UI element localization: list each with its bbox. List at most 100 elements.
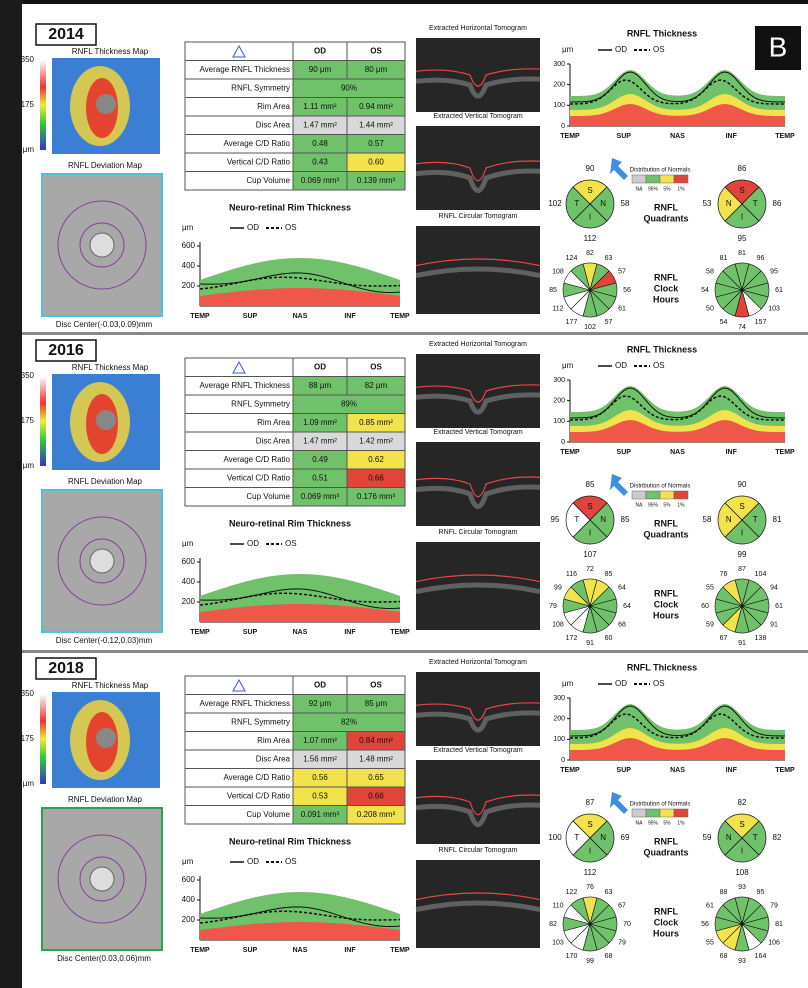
clock-caption: RNFL [654, 272, 678, 282]
cell-value: 0.069 mm³ [301, 492, 340, 501]
legend-label: OD [615, 679, 627, 688]
quadrant-letter: N [600, 833, 606, 842]
year: 2018 [48, 660, 84, 677]
y-tick-label: 200 [553, 398, 565, 405]
legend-item: 1% [677, 502, 685, 508]
cell-value: 0.069 mm³ [301, 176, 340, 185]
chart-title: Neuro-retinal Rim Thickness [229, 518, 351, 528]
axis-unit: μm [562, 361, 574, 370]
legend-item: 95% [648, 820, 659, 826]
row-label: Rim Area [257, 736, 290, 745]
quadrant-caption: RNFL [654, 836, 678, 846]
map-scale-bar [40, 694, 46, 784]
x-tick-label: INF [726, 449, 738, 456]
clock-value: 93 [738, 884, 746, 891]
clock-value: 61 [775, 603, 783, 610]
quadrant-value: 58 [621, 199, 630, 208]
tomogram-title: Extracted Horizontal Tomogram [429, 659, 527, 666]
x-tick-label: NAS [293, 947, 308, 954]
optic-disc [90, 867, 114, 891]
clock-value: 102 [584, 324, 596, 331]
y-tick-label: 0 [561, 123, 565, 130]
map-scale-label: 0 μm [16, 779, 34, 788]
y-tick-label: 400 [182, 261, 196, 270]
x-tick-label: NAS [670, 449, 685, 456]
map-scale-label: 175 [21, 416, 35, 425]
legend-item: 5% [663, 186, 671, 192]
cell-value: 1.07 mm² [303, 736, 337, 745]
report-figure: 2014RNFL Thickness Map3501750 μmRNFL Dev… [0, 0, 808, 988]
x-tick-label: TEMP [390, 629, 410, 636]
clock-value: 56 [623, 287, 631, 294]
x-tick-label: INF [344, 313, 356, 320]
quadrant-caption: Quadrants [643, 213, 688, 223]
row-label: Disc Area [256, 120, 291, 129]
x-tick-label: SUP [243, 629, 258, 636]
row-label: Vertical C/D Ratio [227, 473, 291, 482]
y-tick-label: 200 [182, 281, 196, 290]
quadrant-letter: I [741, 846, 743, 855]
clock-value: 67 [618, 902, 626, 909]
quadrant-value: 81 [773, 515, 782, 524]
x-tick-label: NAS [293, 313, 308, 320]
tomogram-title: Extracted Vertical Tomogram [433, 429, 523, 436]
disc-center: Disc Center(-0.03,0.09)mm [56, 320, 153, 329]
clock-value: 108 [552, 268, 564, 275]
clock-value: 81 [720, 255, 728, 262]
table-header: OS [370, 680, 382, 689]
quadrant-value: 58 [703, 515, 712, 524]
legend-label: OD [615, 361, 627, 370]
chart-title: RNFL Thickness [627, 344, 697, 354]
year: 2014 [48, 26, 84, 43]
quadrant-letter: S [739, 502, 744, 511]
clock-value: 95 [757, 889, 765, 896]
tomogram-image [416, 38, 540, 112]
quadrant-letter: T [753, 833, 758, 842]
table-header: OD [314, 680, 326, 689]
clock-caption: RNFL [654, 588, 678, 598]
tomogram-title: RNFL Circular Tomogram [439, 529, 518, 536]
clock-value: 172 [566, 635, 578, 642]
x-tick-label: INF [726, 133, 738, 140]
clock-value: 95 [770, 268, 778, 275]
quadrant-caption: RNFL [654, 518, 678, 528]
legend-swatch [674, 809, 688, 817]
y-tick-label: 600 [182, 875, 196, 884]
clock-caption: RNFL [654, 906, 678, 916]
quadrant-value: 86 [773, 199, 782, 208]
cell-value: 90% [341, 83, 357, 92]
quadrant-letter: N [600, 515, 606, 524]
quadrant-value: 108 [735, 868, 749, 877]
cell-value: 1.44 mm² [359, 120, 393, 129]
cell-value: 85 μm [365, 699, 388, 708]
legend-item: NA [636, 186, 644, 192]
quadrant-letter: I [589, 212, 591, 221]
clock-value: 110 [552, 902, 563, 909]
year: 2016 [48, 342, 84, 359]
legend-item: 1% [677, 186, 685, 192]
quadrant-letter: T [574, 515, 579, 524]
top-border [0, 0, 808, 4]
row-label: Average RNFL Thickness [199, 381, 290, 390]
map-title: RNFL Deviation Map [68, 795, 143, 804]
row-label: Average C/D Ratio [223, 139, 290, 148]
cell-value: 1.09 mm² [303, 418, 337, 427]
legend-swatch [632, 491, 646, 499]
clock-value: 112 [552, 305, 563, 312]
clock-value: 82 [549, 921, 557, 928]
legend-label: OD [247, 857, 259, 866]
map-title: RNFL Thickness Map [72, 681, 149, 690]
legend-swatch [646, 175, 660, 183]
clock-value: 61 [775, 287, 783, 294]
row-label: Average C/D Ratio [223, 773, 290, 782]
cell-value: 0.51 [312, 473, 328, 482]
x-tick-label: TEMP [775, 767, 795, 774]
quadrant-value: 112 [584, 234, 597, 243]
clock-value: 106 [768, 939, 780, 946]
y-tick-label: 200 [553, 82, 565, 89]
row-label: Rim Area [257, 102, 290, 111]
tomogram-title: Extracted Horizontal Tomogram [429, 25, 527, 32]
cell-value: 1.47 mm² [303, 120, 337, 129]
x-tick-label: TEMP [390, 947, 410, 954]
quadrant-value: 99 [738, 550, 747, 559]
